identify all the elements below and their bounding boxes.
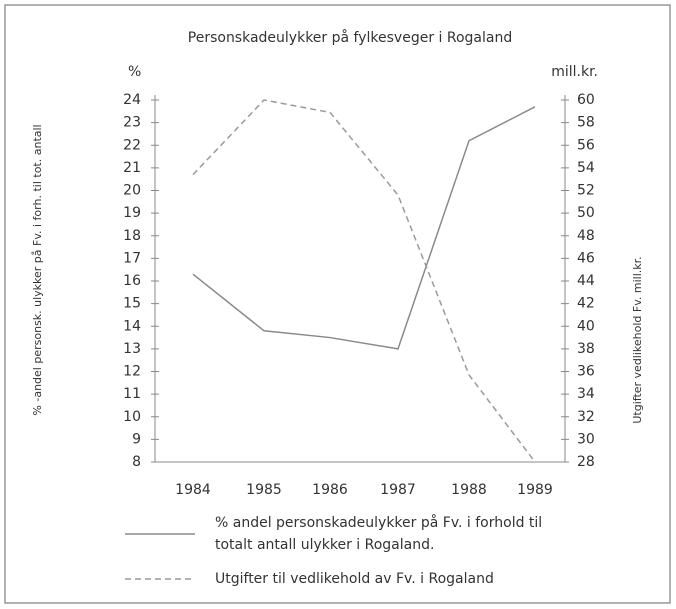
y2-tick-label: 38 [577, 341, 595, 357]
y2-tick-label: 30 [577, 431, 595, 447]
y2-tick-label: 50 [577, 205, 595, 221]
x-tick-label: 1986 [312, 482, 348, 498]
y2-tick-label: 40 [577, 318, 595, 334]
y2-tick-label: 44 [577, 273, 595, 289]
y2-tick-label: 36 [577, 364, 595, 380]
x-tick-label: 1985 [246, 482, 282, 498]
y-tick-label: 14 [123, 318, 141, 334]
y2-axis-label: Utgifter vedlikehold Fv. mill.kr. [631, 256, 644, 423]
y-tick-label: 8 [132, 454, 141, 470]
y2-tick-label: 46 [577, 250, 595, 266]
y2-tick-label: 60 [577, 92, 595, 108]
frame [4, 4, 671, 604]
y-tick-label: 15 [123, 296, 141, 312]
y-tick-label: 24 [123, 92, 141, 108]
x-tick-label: 1988 [451, 482, 487, 498]
series-line [192, 106, 536, 350]
y-tick-label: 21 [123, 160, 141, 176]
y-axis-label: % -andel personsk. ulykker på Fv. i forh… [31, 124, 44, 415]
y-tick-label: 10 [123, 409, 141, 425]
x-tick-label: 1989 [517, 482, 553, 498]
chart-title: Personskadeulykker på fylkesveger i Roga… [188, 29, 512, 46]
y2-tick-label: 56 [577, 137, 595, 153]
y-unit-label: % [128, 64, 141, 80]
y-tick-label: 16 [123, 273, 141, 289]
y-tick-label: 20 [123, 183, 141, 199]
y2-tick-label: 48 [577, 228, 595, 244]
legend-label: % andel personskadeulykker på Fv. i forh… [215, 515, 543, 553]
y2-tick-label: 42 [577, 296, 595, 312]
y-tick-label: 22 [123, 137, 141, 153]
y-tick-label: 18 [123, 228, 141, 244]
y2-unit-label: mill.kr. [551, 64, 598, 80]
y-tick-label: 12 [123, 364, 141, 380]
y2-tick-label: 58 [577, 115, 595, 131]
y-tick-label: 11 [123, 386, 141, 402]
y2-tick-label: 32 [577, 409, 595, 425]
y-tick-label: 9 [132, 431, 141, 447]
y2-tick-label: 28 [577, 454, 595, 470]
y2-tick-label: 34 [577, 386, 595, 402]
y-tick-label: 19 [123, 205, 141, 221]
y-tick-label: 13 [123, 341, 141, 357]
x-tick-label: 1987 [380, 482, 416, 498]
y-tick-label: 17 [123, 250, 141, 266]
x-tick-label: 1984 [175, 482, 211, 498]
y2-tick-label: 54 [577, 160, 595, 176]
y2-tick-label: 52 [577, 183, 595, 199]
legend-label: Utgifter til vedlikehold av Fv. i Rogala… [215, 571, 494, 587]
y-tick-label: 23 [123, 115, 141, 131]
series-line [192, 99, 536, 463]
